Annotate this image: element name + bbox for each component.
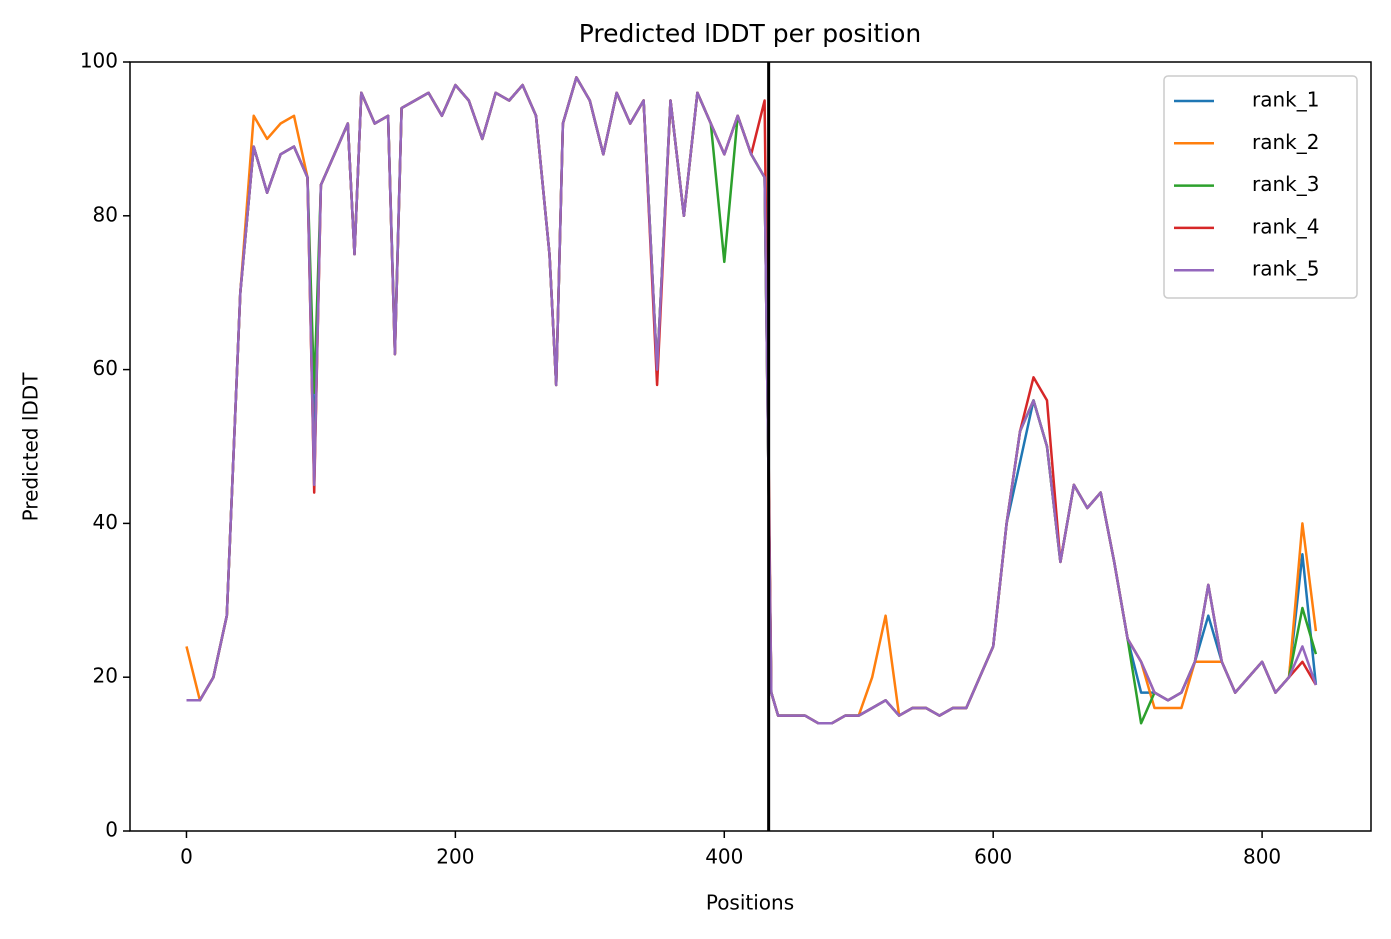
chart-title: Predicted lDDT per position bbox=[579, 19, 921, 48]
x-axis-label: Positions bbox=[706, 891, 794, 915]
data-line bbox=[186, 76, 1318, 725]
y-tick-label: 100 bbox=[80, 49, 118, 73]
legend-label: rank_2 bbox=[1252, 130, 1319, 154]
data-line bbox=[185, 76, 1318, 725]
legend-box bbox=[1163, 75, 1358, 299]
legend-label: rank_4 bbox=[1252, 214, 1319, 238]
legend-label: rank_3 bbox=[1252, 172, 1319, 196]
data-line bbox=[186, 76, 1317, 725]
x-tick-label: 800 bbox=[1243, 845, 1281, 869]
data-line bbox=[186, 76, 1318, 725]
y-tick-label: 40 bbox=[93, 510, 118, 534]
y-tick-label: 0 bbox=[105, 818, 118, 842]
legend: rank_1 rank_2 rank_3 rank_4 rank_5 bbox=[1163, 75, 1358, 299]
data-line bbox=[186, 76, 1318, 725]
x-tick-label: 0 bbox=[180, 845, 193, 869]
y-tick-label: 80 bbox=[93, 202, 118, 226]
x-tick-label: 600 bbox=[974, 845, 1012, 869]
y-axis-label: Predicted lDDT bbox=[19, 372, 43, 522]
x-tick-label: 200 bbox=[436, 845, 474, 869]
x-tick-label: 400 bbox=[705, 845, 743, 869]
legend-label: rank_5 bbox=[1252, 257, 1319, 281]
y-tick-label: 20 bbox=[93, 664, 118, 688]
y-tick-label: 60 bbox=[93, 356, 118, 380]
plot-frame bbox=[129, 61, 1372, 832]
legend-label: rank_1 bbox=[1252, 88, 1319, 112]
